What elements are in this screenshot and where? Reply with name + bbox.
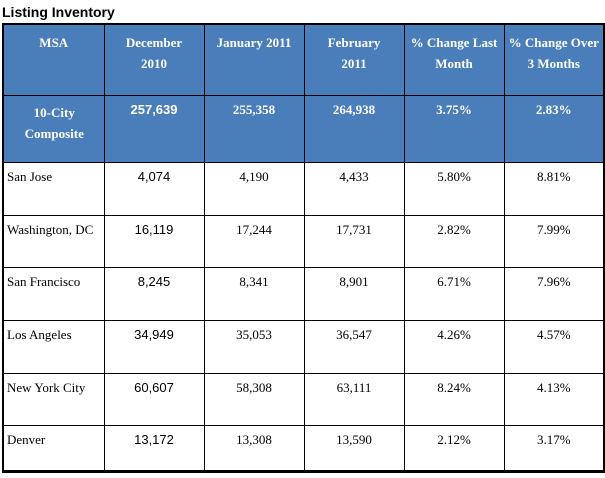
value-cell: 8,901: [303, 266, 405, 321]
column-header-pct-change-3-months: % Change Over 3 Months: [503, 23, 605, 96]
value-cell: 8,245: [103, 266, 205, 321]
msa-cell: 10-City Composite: [2, 94, 105, 163]
msa-cell: San Jose: [2, 161, 105, 216]
row-washington-dc: Washington, DC 16,119 17,244 17,731 2.82…: [2, 214, 605, 268]
msa-cell: Los Angeles: [2, 319, 105, 374]
value-cell: 257,639: [103, 94, 205, 163]
value-cell: 2.12%: [403, 424, 505, 472]
row-new-york-city: New York City 60,607 58,308 63,111 8.24%…: [2, 372, 605, 426]
msa-cell: Denver: [2, 424, 105, 472]
value-cell: 13,308: [203, 424, 305, 472]
value-cell: 13,590: [303, 424, 405, 472]
value-cell: 8.81%: [503, 161, 605, 216]
value-cell: 36,547: [303, 319, 405, 374]
row-san-jose: San Jose 4,074 4,190 4,433 5.80% 8.81%: [2, 161, 605, 216]
column-header-pct-change-last-month: % Change Last Month: [403, 23, 505, 96]
column-header-msa: MSA: [2, 23, 105, 96]
msa-cell: Washington, DC: [2, 214, 105, 268]
value-cell: 4.13%: [503, 372, 605, 426]
value-cell: 34,949: [103, 319, 205, 374]
value-cell: 4.57%: [503, 319, 605, 374]
value-cell: 17,244: [203, 214, 305, 268]
value-cell: 8.24%: [403, 372, 505, 426]
value-cell: 4,190: [203, 161, 305, 216]
value-cell: 7.99%: [503, 214, 605, 268]
value-cell: 264,938: [303, 94, 405, 163]
value-cell: 5.80%: [403, 161, 505, 216]
value-cell: 6.71%: [403, 266, 505, 321]
value-cell: 2.82%: [403, 214, 505, 268]
row-10-city-composite: 10-City Composite 257,639 255,358 264,93…: [2, 94, 605, 163]
msa-cell: New York City: [2, 372, 105, 426]
value-cell: 8,341: [203, 266, 305, 321]
value-cell: 7.96%: [503, 266, 605, 321]
column-header-december-2010: December 2010: [103, 23, 205, 96]
value-cell: 16,119: [103, 214, 205, 268]
value-cell: 13,172: [103, 424, 205, 472]
value-cell: 4,074: [103, 161, 205, 216]
value-cell: 4,433: [303, 161, 405, 216]
value-cell: 35,053: [203, 319, 305, 374]
value-cell: 3.75%: [403, 94, 505, 163]
column-header-january-2011: January 2011: [203, 23, 305, 96]
header-row: MSA December 2010 January 2011 February …: [2, 23, 605, 96]
page-title: Listing Inventory: [2, 4, 115, 20]
value-cell: 2.83%: [503, 94, 605, 163]
value-cell: 4.26%: [403, 319, 505, 374]
value-cell: 255,358: [203, 94, 305, 163]
value-cell: 63,111: [303, 372, 405, 426]
row-denver: Denver 13,172 13,308 13,590 2.12% 3.17%: [2, 424, 605, 472]
row-los-angeles: Los Angeles 34,949 35,053 36,547 4.26% 4…: [2, 319, 605, 374]
value-cell: 58,308: [203, 372, 305, 426]
msa-cell: San Francisco: [2, 266, 105, 321]
row-san-francisco: San Francisco 8,245 8,341 8,901 6.71% 7.…: [2, 266, 605, 321]
listing-inventory-table: MSA December 2010 January 2011 February …: [2, 23, 605, 473]
value-cell: 3.17%: [503, 424, 605, 472]
column-header-february-2011: February 2011: [303, 23, 405, 96]
value-cell: 60,607: [103, 372, 205, 426]
value-cell: 17,731: [303, 214, 405, 268]
